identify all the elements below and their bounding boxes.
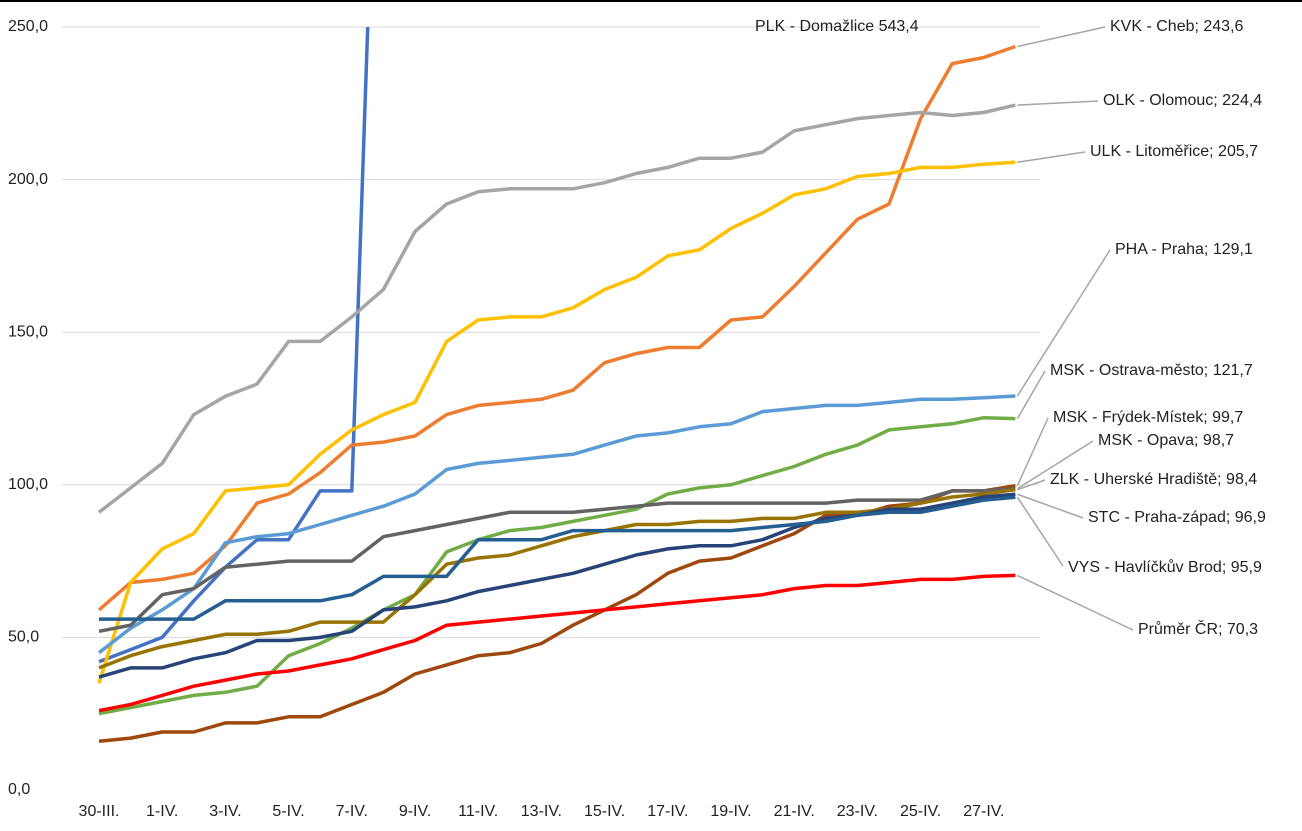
labels: PLK - Domažlice 543,4 KVK - Cheb; 243,6 OL… — [755, 18, 1266, 638]
x-tick-label: 9-IV. — [399, 803, 431, 820]
series-label: STC - Praha-západ; 96,9 — [1088, 509, 1266, 526]
series-line — [97, 103, 1016, 514]
grid: 0,0 50,0 100,0 150,0 200,0 250,0 30-III. 1-IV. 3… — [8, 18, 1040, 820]
series-label: ZLK - Uherské Hradiště; 98,4 — [1050, 471, 1257, 488]
leader-line — [1016, 249, 1111, 397]
x-tick-label: 27-IV. — [963, 803, 1004, 820]
leader-line — [1016, 417, 1049, 487]
series-label: MSK - Frýdek-Místek; 99,7 — [1053, 409, 1243, 426]
y-tick-label: 250,0 — [8, 18, 48, 35]
x-tick-label: 30-III. — [79, 803, 120, 820]
leader-line — [1017, 151, 1086, 163]
top-border — [0, 0, 1302, 2]
x-tick-label: 7-IV. — [336, 803, 368, 820]
y-tick-label: 50,0 — [8, 629, 39, 646]
leader-line — [1016, 496, 1064, 567]
x-tick-label: 21-IV. — [774, 803, 815, 820]
leader-line — [1017, 574, 1134, 631]
series-label: PLK - Domažlice 543,4 — [755, 18, 919, 35]
x-tick-label: 23-IV. — [837, 803, 878, 820]
series-label: ULK - Litoměřice; 205,7 — [1090, 143, 1258, 160]
y-tick-label: 0,0 — [8, 781, 30, 798]
x-tick-label: 13-IV. — [521, 803, 562, 820]
plot-lines — [97, 27, 1016, 743]
x-tick-label: 17-IV. — [647, 803, 688, 820]
series-line — [97, 44, 1016, 612]
series-line — [97, 160, 1016, 684]
y-tick-label: 100,0 — [8, 476, 48, 493]
series-label: Průměr ČR; 70,3 — [1138, 619, 1258, 638]
x-tick-label: 25-IV. — [900, 803, 941, 820]
series-line — [98, 27, 370, 664]
series-line — [98, 415, 1016, 716]
series-label: MSK - Ostrava-město; 121,7 — [1050, 362, 1253, 379]
leader-line — [1017, 493, 1084, 519]
series-line — [98, 487, 1016, 634]
leader-line — [1017, 100, 1099, 106]
y-tick-label: 150,0 — [8, 323, 48, 340]
series-line — [99, 495, 1016, 621]
leader-line — [1016, 440, 1094, 490]
series-line — [98, 487, 1016, 670]
x-tick-label: 19-IV. — [710, 803, 751, 820]
leader-line — [1017, 479, 1046, 491]
x-tick-label: 1-IV. — [146, 803, 178, 820]
x-tick-label: 11-IV. — [458, 803, 498, 820]
series-line — [98, 492, 1016, 679]
series-label: VYS - Havlíčkův Brod; 95,9 — [1068, 558, 1262, 576]
series-label: KVK - Cheb; 243,6 — [1110, 18, 1244, 35]
x-tick-label: 15-IV. — [584, 803, 625, 820]
series-label: PHA - Praha; 129,1 — [1115, 241, 1253, 258]
series-label: MSK - Opava; 98,7 — [1098, 432, 1234, 449]
x-tick-label: 3-IV. — [209, 803, 241, 820]
x-tick-label: 5-IV. — [272, 803, 304, 820]
series-line — [98, 573, 1016, 713]
y-tick-label: 200,0 — [8, 171, 48, 188]
series-line — [97, 394, 1016, 655]
series-label: OLK - Olomouc; 224,4 — [1103, 92, 1262, 109]
leader-line — [1017, 26, 1106, 48]
leader-line — [1016, 370, 1046, 419]
